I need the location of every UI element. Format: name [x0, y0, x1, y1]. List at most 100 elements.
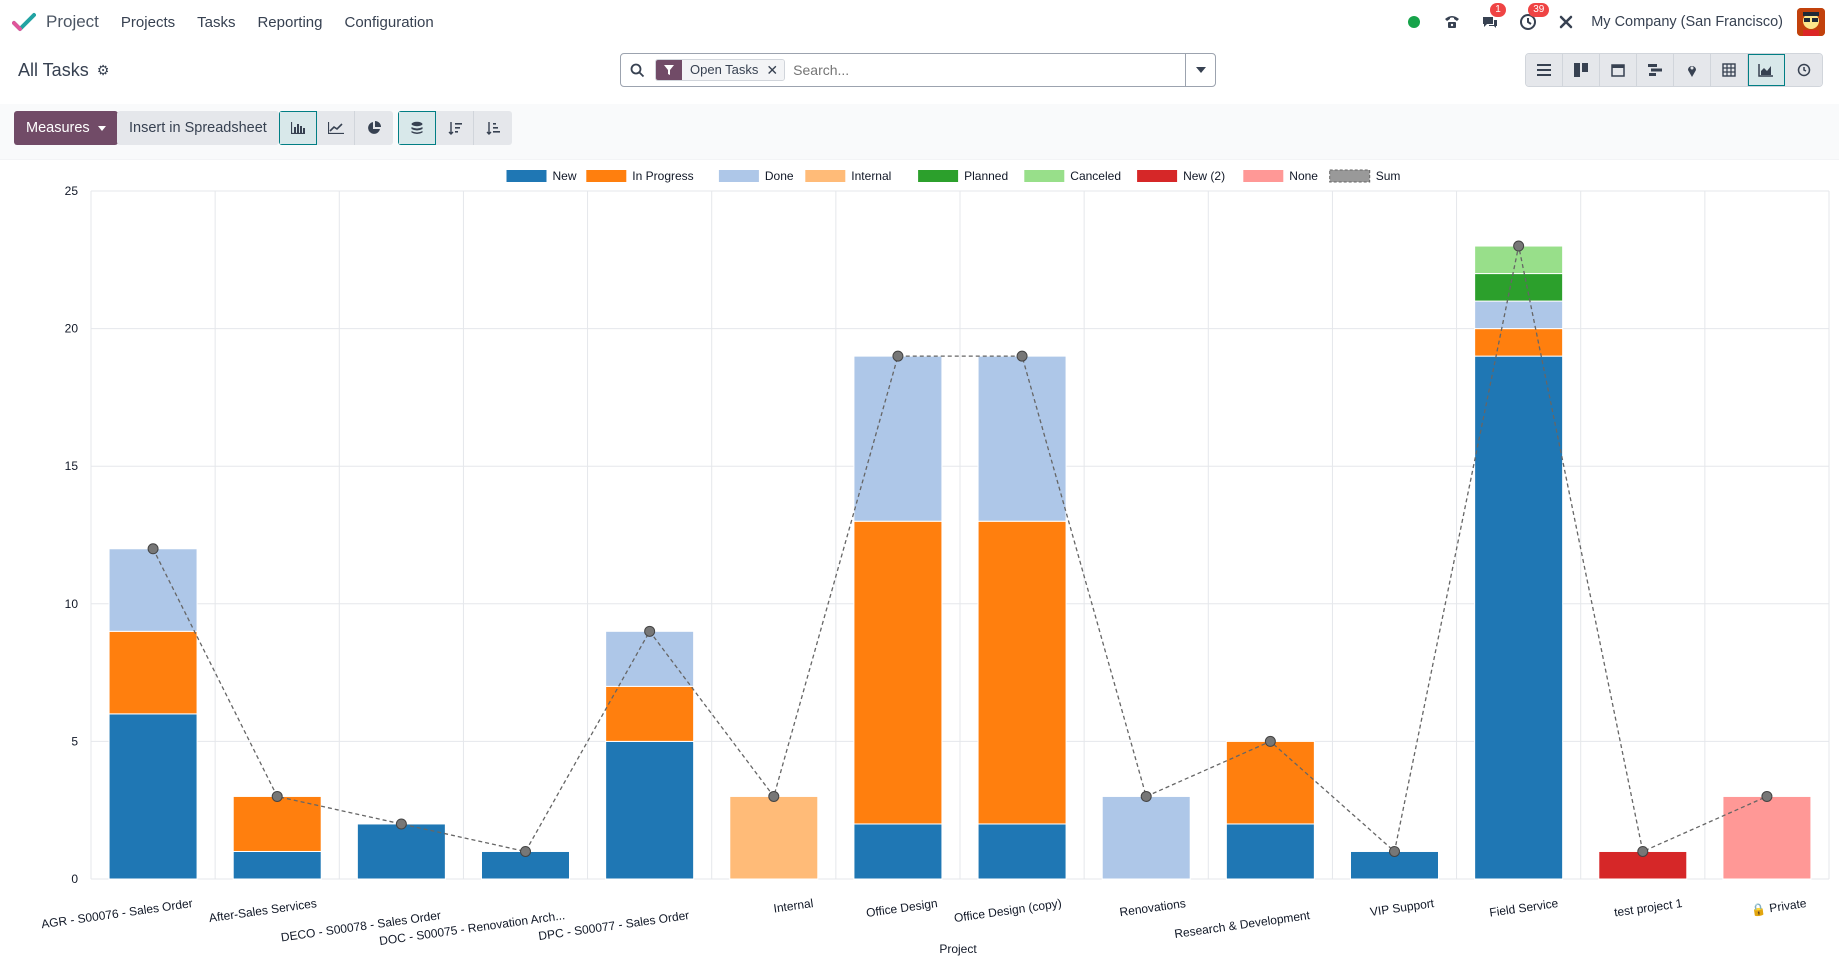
- sum-point[interactable]: [1016, 350, 1028, 362]
- app-name[interactable]: Project: [46, 12, 99, 31]
- filter-icon: [656, 60, 682, 80]
- x-tick-label: Field Service: [1488, 896, 1559, 920]
- bar-segment[interactable]: [108, 630, 198, 715]
- activity-view-icon[interactable]: [1785, 54, 1822, 86]
- bar-segment[interactable]: [1474, 273, 1564, 302]
- bar-chart-icon[interactable]: [279, 111, 317, 145]
- bar-segment[interactable]: [1722, 795, 1812, 880]
- chart-grid: [90, 190, 1830, 880]
- menu-item-configuration[interactable]: Configuration: [344, 13, 434, 31]
- control-panel-toolbar: Measures Insert in Spreadsheet: [0, 104, 1839, 160]
- legend-item[interactable]: In Progress: [586, 169, 694, 183]
- sum-point[interactable]: [147, 543, 159, 555]
- bar-segment[interactable]: [605, 740, 695, 880]
- legend-label: Sum: [1376, 169, 1401, 183]
- sum-point[interactable]: [768, 790, 780, 802]
- bar-segment[interactable]: [729, 795, 819, 880]
- legend-item[interactable]: Planned: [918, 169, 1008, 183]
- legend-swatch: [805, 170, 846, 182]
- legend-swatch: [1329, 169, 1371, 183]
- menu-item-reporting[interactable]: Reporting: [257, 13, 323, 31]
- x-tick-label: Office Design (copy): [953, 896, 1062, 925]
- list-view-icon[interactable]: [1526, 54, 1563, 86]
- search-bar[interactable]: Open Tasks ✕: [620, 53, 1216, 87]
- legend-item[interactable]: Sum: [1329, 169, 1401, 183]
- bar-segment[interactable]: [232, 795, 322, 852]
- line-chart-icon[interactable]: [317, 111, 355, 145]
- legend-swatch: [1243, 170, 1284, 182]
- bar-segment[interactable]: [1225, 823, 1315, 880]
- bar-segment[interactable]: [853, 823, 943, 880]
- breadcrumb-title: All Tasks: [18, 60, 89, 80]
- insert-spreadsheet-button[interactable]: Insert in Spreadsheet: [117, 111, 279, 145]
- sum-point[interactable]: [520, 845, 531, 857]
- bar-segment[interactable]: [605, 685, 695, 742]
- bar-segment[interactable]: [977, 823, 1067, 880]
- y-axis: 0 5 10 15 20 25: [65, 184, 79, 886]
- legend-swatch: [718, 170, 759, 182]
- bar-segment[interactable]: [108, 713, 198, 880]
- sum-point[interactable]: [1513, 240, 1525, 252]
- x-tick-label: VIP Support: [1369, 896, 1435, 919]
- measures-button[interactable]: Measures: [14, 111, 118, 145]
- bar-segment[interactable]: [605, 630, 695, 687]
- kanban-view-icon[interactable]: [1563, 54, 1600, 86]
- bar-segment[interactable]: [1101, 795, 1191, 880]
- sum-point[interactable]: [1637, 845, 1649, 857]
- bar-segment[interactable]: [977, 355, 1067, 522]
- bar-segment[interactable]: [1474, 328, 1564, 357]
- gear-icon[interactable]: ⚙: [96, 62, 110, 78]
- stacked-toggle-icon[interactable]: [398, 111, 436, 145]
- bar-segment[interactable]: [1225, 740, 1315, 825]
- legend-item[interactable]: New (2): [1137, 169, 1225, 183]
- y-tick-label: 5: [71, 734, 78, 748]
- bar-segment[interactable]: [1474, 300, 1564, 330]
- search-options-toggle[interactable]: [1185, 54, 1215, 86]
- menu-item-tasks[interactable]: Tasks: [197, 13, 236, 31]
- legend-item[interactable]: Canceled: [1024, 169, 1121, 183]
- sum-point[interactable]: [892, 350, 904, 362]
- bar-segment[interactable]: [1474, 355, 1564, 880]
- legend-item[interactable]: Done: [718, 169, 794, 183]
- close-icon[interactable]: ✕: [766, 60, 785, 80]
- search-icon[interactable]: [621, 63, 653, 78]
- bar-segment[interactable]: [853, 520, 943, 825]
- gantt-view-icon[interactable]: [1637, 54, 1674, 86]
- sum-point[interactable]: [271, 790, 283, 802]
- view-switcher: [1525, 53, 1823, 87]
- pie-chart-icon[interactable]: [355, 111, 393, 145]
- legend-item[interactable]: Internal: [805, 169, 891, 183]
- sum-point[interactable]: [1264, 735, 1276, 747]
- messages-icon[interactable]: 1: [1479, 3, 1506, 33]
- legend-item[interactable]: New: [506, 169, 577, 183]
- legend-label: Canceled: [1070, 169, 1121, 183]
- bar-segment[interactable]: [108, 548, 198, 632]
- app-brand[interactable]: Project: [12, 10, 99, 34]
- sum-point[interactable]: [1389, 845, 1400, 857]
- presence-status-icon[interactable]: [1403, 11, 1425, 33]
- bar-segment[interactable]: [356, 823, 446, 880]
- sum-point[interactable]: [1761, 790, 1773, 802]
- pivot-view-icon[interactable]: [1711, 54, 1748, 86]
- search-input[interactable]: [793, 62, 1185, 78]
- bar-segment[interactable]: [232, 850, 322, 880]
- debug-tools-icon[interactable]: [1555, 11, 1577, 33]
- user-avatar[interactable]: [1797, 8, 1825, 36]
- sort-ascending-icon[interactable]: [474, 111, 512, 145]
- activity-clock-icon[interactable]: 39: [1517, 3, 1550, 33]
- sum-point[interactable]: [644, 625, 656, 637]
- graph-view-icon[interactable]: [1748, 54, 1785, 86]
- sum-point[interactable]: [1140, 790, 1152, 802]
- bar-segment[interactable]: [853, 355, 943, 522]
- bar-segment[interactable]: [977, 520, 1067, 825]
- sum-point[interactable]: [395, 818, 407, 830]
- legend-swatch: [1137, 170, 1178, 182]
- menu-item-projects[interactable]: Projects: [120, 13, 176, 31]
- map-view-icon[interactable]: [1674, 54, 1711, 86]
- company-switcher[interactable]: My Company (San Francisco): [1591, 14, 1783, 30]
- sort-descending-icon[interactable]: [436, 111, 474, 145]
- calendar-view-icon[interactable]: [1600, 54, 1637, 86]
- legend-label: None: [1289, 169, 1318, 183]
- phone-icon[interactable]: [1441, 11, 1463, 33]
- legend-item[interactable]: None: [1243, 169, 1318, 183]
